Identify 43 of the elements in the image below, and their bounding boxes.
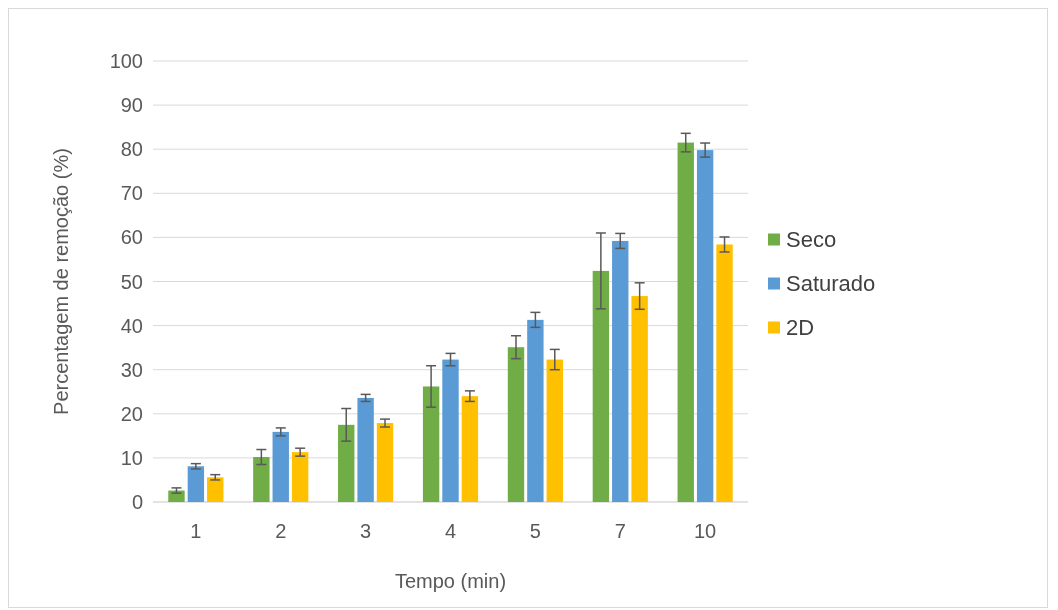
- x-tick-label: 3: [360, 520, 372, 542]
- bar: [677, 142, 694, 502]
- bar: [207, 477, 224, 502]
- y-tick-label: 50: [120, 270, 143, 293]
- x-tick-label: 7: [614, 520, 626, 542]
- bar: [272, 431, 289, 502]
- legend-label: Seco: [786, 227, 837, 253]
- bar: [461, 396, 479, 502]
- y-tick-label: 0: [131, 491, 143, 513]
- bar: [376, 423, 394, 502]
- bar: [592, 270, 610, 502]
- y-tick-label: 10: [120, 446, 143, 469]
- y-tick-label: 30: [120, 358, 143, 381]
- bar: [357, 397, 374, 502]
- bar: [716, 244, 733, 502]
- y-tick-label: 80: [120, 138, 143, 161]
- bar: [422, 386, 440, 502]
- legend-label: Saturado: [786, 271, 876, 297]
- x-tick-label: 5: [529, 520, 541, 542]
- x-tick-label: 1: [190, 520, 202, 542]
- bar: [696, 150, 714, 502]
- bar: [338, 424, 355, 502]
- legend-label: 2D: [786, 315, 815, 341]
- x-tick-label: 2: [275, 520, 287, 542]
- y-tick-label: 60: [120, 226, 143, 249]
- bar: [291, 452, 309, 502]
- y-tick-label: 100: [109, 50, 143, 72]
- bar: [187, 466, 205, 502]
- x-tick-label: 4: [444, 520, 457, 542]
- x-tick-label: 10: [694, 520, 717, 542]
- y-tick-label: 70: [120, 182, 143, 205]
- bar: [546, 359, 563, 502]
- bar: [612, 240, 629, 502]
- bar: [631, 296, 648, 502]
- y-tick-label: 40: [120, 314, 143, 337]
- y-tick-label: 90: [120, 94, 143, 117]
- bar: [442, 359, 459, 502]
- bar: [507, 347, 525, 502]
- y-tick-label: 20: [120, 402, 143, 425]
- x-axis-title: Tempo (min): [394, 570, 507, 592]
- y-axis-title: Percentagem de remoção (%): [50, 148, 72, 415]
- bar: [527, 319, 544, 502]
- bar: [253, 457, 270, 502]
